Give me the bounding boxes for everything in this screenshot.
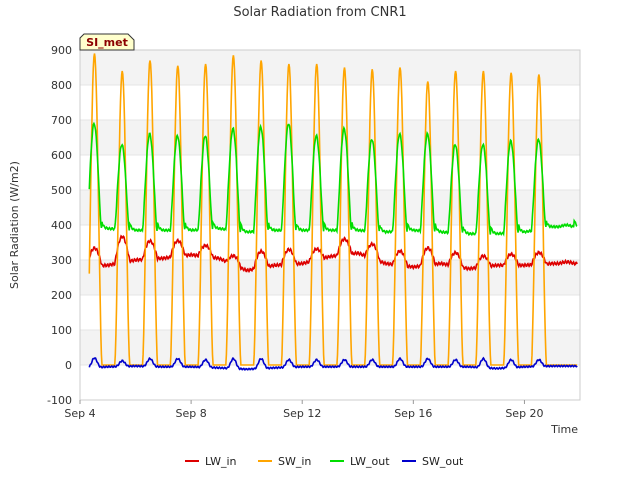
- x-tick-label: Sep 8: [175, 407, 206, 420]
- grid-band: [80, 365, 580, 400]
- y-tick-label: 0: [65, 359, 72, 372]
- grid-band: [80, 85, 580, 120]
- x-tick-label: Sep 4: [64, 407, 95, 420]
- y-tick-label: 300: [51, 254, 72, 267]
- grid-band: [80, 190, 580, 225]
- grid-band: [80, 295, 580, 330]
- legend-label: LW_out: [350, 455, 390, 468]
- y-tick-label: 900: [51, 44, 72, 57]
- y-axis-title: Solar Radiation (W/m2): [8, 161, 21, 289]
- legend-label: SW_out: [422, 455, 464, 468]
- grid-band: [80, 330, 580, 365]
- legend-label: LW_in: [205, 455, 237, 468]
- legend: LW_in SW_in LW_out SW_out: [185, 455, 464, 468]
- grid-band: [80, 50, 580, 85]
- legend-label: SW_in: [278, 455, 311, 468]
- y-axis-ticks: -100 0 100 200 300 400 500 600 700 800 900: [47, 44, 72, 407]
- plot-frame: [79, 49, 581, 401]
- y-tick-label: -100: [47, 394, 72, 407]
- series-line-lw-in: [89, 234, 578, 274]
- x-axis-ticks: Sep 4 Sep 8 Sep 12 Sep 16 Sep 20: [64, 400, 544, 420]
- y-tick-label: 400: [51, 219, 72, 232]
- y-tick-label: 700: [51, 114, 72, 127]
- x-tick-label: Sep 12: [283, 407, 321, 420]
- y-tick-label: 600: [51, 149, 72, 162]
- y-tick-label: 800: [51, 79, 72, 92]
- x-tick-label: Sep 16: [394, 407, 432, 420]
- y-tick-label: 500: [51, 184, 72, 197]
- grid-band: [80, 120, 580, 155]
- x-axis-title: Time: [550, 423, 578, 436]
- series-layer: [88, 53, 578, 371]
- grid-band: [80, 155, 580, 190]
- series-line-sw-out: [88, 356, 578, 371]
- y-tick-label: 200: [51, 289, 72, 302]
- series-line-sw-in: [88, 53, 578, 366]
- site-badge: SI_met: [79, 33, 135, 51]
- y-tick-label: 100: [51, 324, 72, 337]
- series-line-lw-out: [88, 121, 578, 237]
- site-badge-label: SI_met: [86, 36, 128, 49]
- chart-title: Solar Radiation from CNR1: [233, 5, 406, 20]
- x-tick-label: Sep 20: [505, 407, 543, 420]
